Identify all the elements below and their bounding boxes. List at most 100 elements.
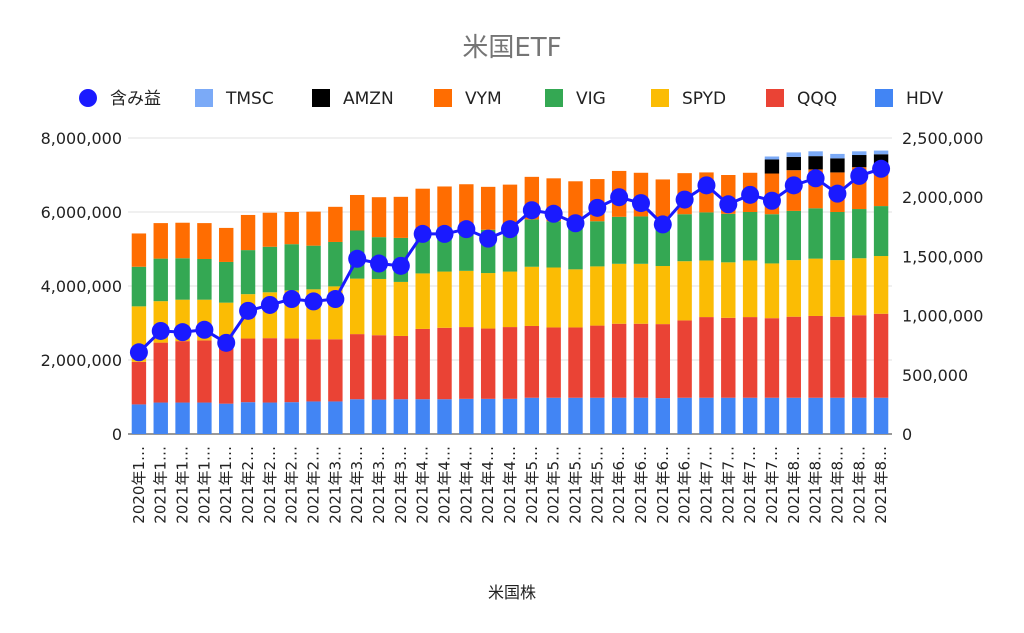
x-tick-label: 2021年6… [654,446,672,524]
bar-spyd [611,263,627,324]
legend-swatch-含み益 [79,89,97,107]
bar-spyd [371,278,387,336]
bar-qqq [240,338,256,403]
bar-spyd [437,271,452,328]
line-point [173,323,192,342]
bar-qqq [349,334,365,400]
x-tick-label: 2021年7… [697,446,715,524]
bar-qqq [459,327,474,399]
bar-vig [590,221,605,267]
line-point [129,343,148,362]
line-point [719,195,738,214]
bar-spyd [677,261,692,321]
right-tick-label: 2,500,000 [902,129,983,148]
bar-amzn [852,155,867,168]
bar-qqq [852,315,867,398]
bar-vym [262,212,278,247]
x-tick-label: 2021年5… [588,446,606,524]
bar-hdv [219,403,234,434]
bar-vig [830,212,845,261]
bar-qqq [568,327,583,398]
bar-vym [175,222,190,259]
bar-tmsc [786,152,801,157]
left-tick-label: 8,000,000 [41,129,122,148]
x-tick-label: 2021年6… [632,446,650,524]
bar-qqq [502,327,518,399]
bar-vig [284,244,299,291]
bar-spyd [742,260,758,318]
line-point [348,249,367,268]
x-tick-label: 2021年8… [807,446,825,524]
bar-vig [262,246,278,293]
bar-vig [786,210,801,261]
bar-qqq [284,338,299,403]
line-point [741,185,760,204]
bar-vym [349,194,365,231]
bar-hdv [131,404,147,434]
bar-hdv [328,401,343,434]
bar-vig [328,241,343,287]
right-axis: 0 500,000 1,000,000 1,500,000 2,000,000 2,500… [902,129,983,444]
x-tick-label: 2021年3… [348,446,366,524]
bar-hdv [459,398,474,434]
line-point [391,256,410,275]
line-point [457,220,476,239]
legend-swatch-amzn [312,89,330,107]
bar-qqq [764,318,780,398]
bar-qqq [153,342,168,403]
line-point [370,254,389,273]
bar-hdv [655,398,671,434]
line-point [435,224,454,243]
bar-vym [437,186,452,228]
bar-vig [764,214,780,264]
bar-qqq [328,339,343,402]
bar-vym [131,233,147,267]
x-axis: 2020年1… 2021年1… 2021年1… 2021年1… 2021年1… 2021年… [130,446,890,524]
bar-hdv [677,397,692,434]
line-point [610,188,629,207]
bar-hdv [764,397,780,434]
bar-spyd [590,266,605,326]
x-tick-label: 2021年2… [239,446,257,524]
line-point [762,191,781,210]
left-tick-label: 0 [112,425,122,444]
bar-tmsc [873,150,889,155]
legend-label: QQQ [797,89,837,109]
bar-hdv [262,402,278,434]
x-tick-label: 2021年8… [828,446,846,524]
bar-spyd [721,262,736,318]
bar-hdv [175,402,190,434]
bar-spyd [808,258,823,316]
x-tick-label: 2021年5… [566,446,584,524]
bar-vym [502,184,518,228]
bar-hdv [699,397,714,434]
bar-spyd [786,260,801,317]
bar-qqq [677,320,692,398]
left-tick-label: 6,000,000 [41,203,122,222]
bar-hdv [611,397,627,434]
bar-qqq [415,328,430,400]
bar-vig [852,209,867,259]
bar-qqq [437,327,452,400]
bar-hdv [393,399,409,434]
bar-qqq [197,340,212,403]
bar-vig [175,258,190,300]
x-axis-title: 米国株 [488,583,536,602]
bar-tmsc [830,153,845,159]
legend-swatch-spyd [651,89,669,107]
bar-hdv [633,397,649,434]
bar-qqq [590,325,605,398]
bar-hdv [590,397,605,434]
bar-qqq [393,335,409,400]
bar-hdv [568,397,583,434]
bar-hdv [742,397,758,434]
bar-hdv [306,401,321,434]
bar-tmsc [808,151,823,157]
bar-spyd [699,260,714,318]
x-tick-label: 2021年7… [763,446,781,524]
bar-qqq [611,323,627,398]
line-series [129,159,891,362]
bar-spyd [393,281,409,336]
bar-vym [284,212,299,245]
